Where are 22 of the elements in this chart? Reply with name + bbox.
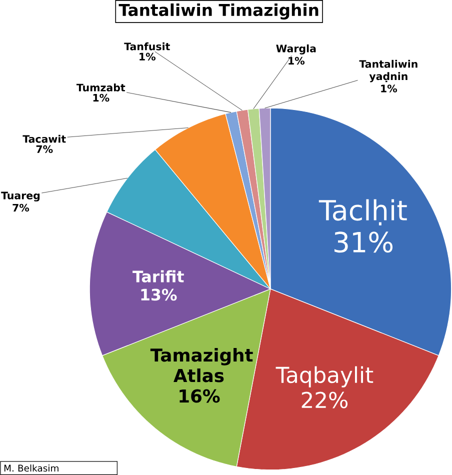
data-label: 22% bbox=[302, 392, 348, 408]
data-label: 31% bbox=[334, 232, 393, 253]
slice-label: Tumzabt bbox=[76, 84, 126, 92]
text: M. Belkasim bbox=[4, 464, 59, 472]
data-label: 1% bbox=[288, 56, 305, 65]
data-label: 1% bbox=[94, 94, 110, 102]
slice-label: Taqbaylit bbox=[276, 366, 374, 388]
slice-label: Wargla bbox=[276, 44, 316, 54]
slice-label: Tamazight Atlas bbox=[150, 348, 254, 382]
slice-label: Tantaliwin yaḍnin bbox=[359, 60, 418, 82]
data-label: 1% bbox=[140, 52, 156, 61]
slice-label: Tacawit bbox=[22, 134, 66, 143]
slice-label: Tarifit bbox=[132, 270, 184, 282]
data-label: 7% bbox=[36, 145, 53, 154]
slice-label: Tuareg bbox=[1, 192, 40, 202]
chart-title: Tantaliwin Timazighin bbox=[118, 3, 318, 20]
slice-label: Tanfusit bbox=[124, 42, 170, 50]
data-label: 7% bbox=[12, 204, 30, 212]
data-label: 16% bbox=[180, 389, 220, 403]
slice-label: Taclḥit bbox=[319, 199, 408, 226]
data-label: 1% bbox=[381, 84, 398, 92]
data-label: 13% bbox=[141, 288, 177, 301]
